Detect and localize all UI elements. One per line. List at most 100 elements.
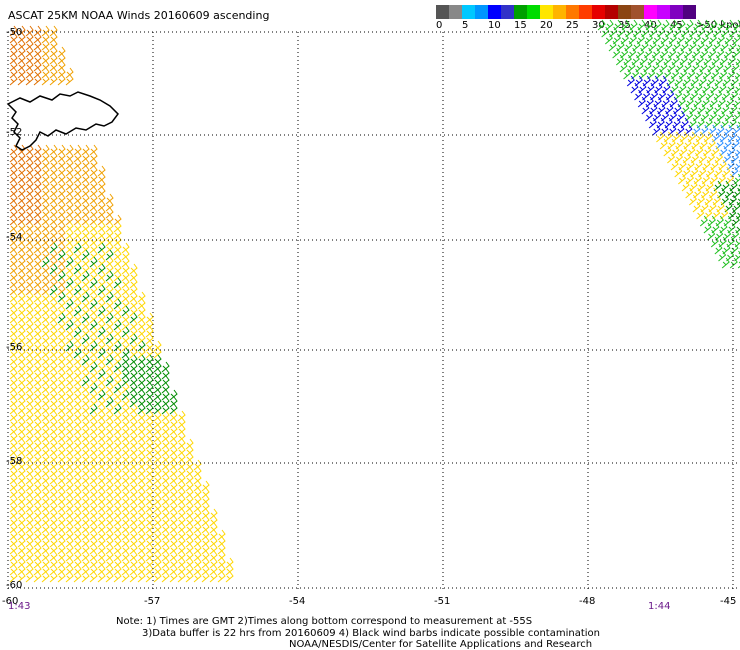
wind-barb — [41, 459, 50, 471]
wind-barb — [9, 186, 18, 198]
wind-barb — [105, 207, 114, 219]
wind-barb — [81, 193, 90, 205]
wind-barb — [17, 270, 26, 282]
wind-barb — [704, 117, 713, 129]
scale-swatch — [553, 5, 566, 19]
wind-barb — [708, 124, 717, 136]
wind-barb — [73, 340, 82, 352]
wind-barb — [161, 501, 170, 513]
wind-barb — [81, 368, 90, 380]
wind-barb — [65, 256, 74, 268]
wind-barb — [677, 110, 686, 122]
wind-barb — [734, 236, 740, 248]
wind-barb — [129, 326, 138, 338]
wind-barb — [717, 96, 726, 108]
wind-barb — [113, 445, 122, 457]
wind-barb — [137, 417, 146, 429]
wind-barb — [686, 159, 695, 171]
wind-barb — [97, 284, 106, 296]
wind-barb — [209, 522, 218, 534]
wind-barb — [97, 501, 106, 513]
wind-barb — [89, 242, 98, 254]
wind-barb — [177, 452, 186, 464]
wind-barb — [719, 54, 728, 66]
wind-barb — [49, 46, 58, 58]
wind-barb — [686, 82, 695, 94]
wind-barb — [25, 228, 34, 240]
wind-barb — [137, 326, 146, 338]
wind-barb — [17, 158, 26, 170]
wind-barb — [25, 214, 34, 226]
wind-barb — [25, 312, 34, 324]
wind-barb — [700, 33, 709, 45]
wind-barb — [145, 417, 154, 429]
wind-barb — [33, 305, 42, 317]
wind-barb — [25, 438, 34, 450]
wind-barb — [672, 117, 681, 129]
wind-barb — [65, 564, 74, 576]
wind-barb — [720, 131, 729, 143]
wind-barb — [736, 212, 740, 220]
wind-barb — [49, 200, 58, 212]
wind-barb — [201, 536, 210, 548]
scale-swatch — [605, 5, 618, 19]
wind-barb — [113, 529, 122, 541]
wind-barb — [9, 473, 18, 485]
wind-barb — [153, 466, 162, 478]
wind-barb — [49, 207, 58, 219]
wind-barb — [161, 557, 170, 569]
wind-barb — [683, 152, 692, 164]
scale-swatch — [579, 5, 592, 19]
wind-barb — [201, 529, 210, 541]
wind-barb — [710, 82, 719, 94]
wind-barb — [685, 19, 694, 31]
wind-barb — [49, 340, 58, 352]
wind-barb — [105, 361, 114, 373]
wind-barb — [57, 340, 66, 352]
wind-barb — [193, 522, 202, 534]
wind-barb — [9, 424, 18, 436]
wind-barb — [225, 557, 234, 569]
wind-barb — [225, 571, 234, 583]
wind-barb — [620, 47, 629, 59]
wind-barb — [49, 487, 58, 499]
wind-barb — [684, 47, 693, 59]
wind-barb — [734, 250, 740, 262]
wind-barb — [9, 536, 18, 548]
wind-barb — [693, 110, 702, 122]
wind-barb — [675, 61, 684, 73]
scale-swatch — [540, 5, 553, 19]
wind-barb — [9, 270, 18, 282]
wind-barb — [33, 361, 42, 373]
wind-barb — [720, 40, 729, 52]
wind-barb — [33, 403, 42, 415]
wind-barb — [708, 47, 717, 59]
wind-barb — [129, 522, 138, 534]
wind-barb — [17, 354, 26, 366]
wind-barb — [137, 410, 146, 422]
wind-barb — [121, 480, 130, 492]
wind-barb — [89, 445, 98, 457]
wind-barb — [668, 47, 677, 59]
wind-barb — [113, 452, 122, 464]
wind-barb — [694, 82, 703, 94]
wind-barb — [9, 74, 18, 86]
wind-barb — [17, 557, 26, 569]
wind-barb — [33, 151, 42, 163]
wind-barb — [25, 277, 34, 289]
wind-barb — [105, 312, 114, 324]
wind-barb — [33, 473, 42, 485]
wind-barb — [651, 61, 660, 73]
wind-barb — [737, 107, 740, 115]
wind-barb — [65, 284, 74, 296]
wind-barb — [25, 417, 34, 429]
wind-barb — [73, 438, 82, 450]
wind-barb — [9, 480, 18, 492]
wind-barb — [612, 33, 621, 45]
wind-barb — [65, 305, 74, 317]
wind-barb — [73, 417, 82, 429]
wind-barb — [17, 221, 26, 233]
wind-barb — [89, 214, 98, 226]
wind-barb — [113, 319, 122, 331]
wind-barb — [113, 361, 122, 373]
